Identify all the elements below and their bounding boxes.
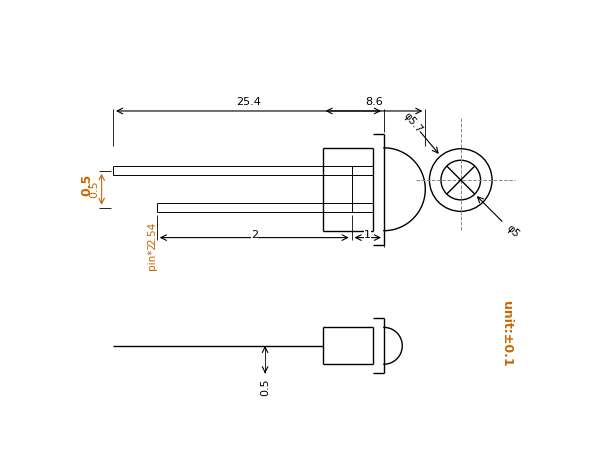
Text: unit:±0.1: unit:±0.1 xyxy=(500,302,513,367)
Text: 2.54: 2.54 xyxy=(147,221,158,245)
Text: φ5: φ5 xyxy=(504,223,520,240)
Text: 0.5: 0.5 xyxy=(81,173,94,196)
Text: pin*2: pin*2 xyxy=(147,242,158,270)
Text: φ5.7: φ5.7 xyxy=(401,110,424,135)
Text: 8.6: 8.6 xyxy=(365,97,383,107)
Text: 1: 1 xyxy=(364,230,371,240)
Text: 0.5: 0.5 xyxy=(89,180,99,198)
Text: 2: 2 xyxy=(251,230,258,240)
Text: 0.5: 0.5 xyxy=(260,378,270,396)
Text: 25.4: 25.4 xyxy=(236,97,261,107)
